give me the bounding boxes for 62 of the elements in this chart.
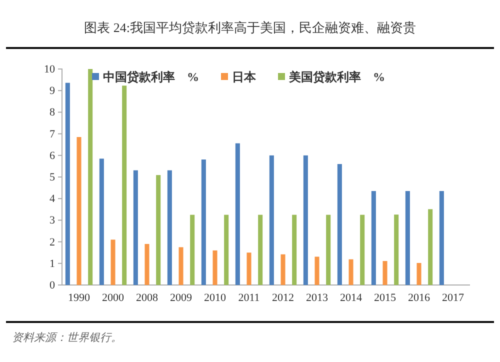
- x-tick-label: 2011: [238, 292, 260, 304]
- bar: [110, 240, 116, 285]
- bar: [122, 86, 127, 285]
- x-tick-label: 2013: [306, 292, 328, 304]
- bar: [246, 252, 252, 285]
- bar: [428, 209, 433, 285]
- y-tick-label: 0: [50, 280, 56, 292]
- bar: [212, 250, 218, 285]
- bar: [65, 82, 70, 285]
- x-tick-label: 1990: [68, 292, 90, 304]
- bar: [303, 155, 308, 285]
- bar: [382, 261, 388, 285]
- x-tick-label: 2014: [340, 292, 362, 304]
- x-tick-label: 2016: [408, 292, 430, 304]
- x-tick-label: 2012: [272, 292, 294, 304]
- y-tick-label: 8: [50, 106, 56, 119]
- y-tick-label: 7: [50, 128, 56, 140]
- bar: [99, 158, 104, 285]
- y-tick-label: 2: [50, 236, 55, 248]
- bar: [416, 262, 422, 285]
- chart-title: 图表 24:我国平均贷款利率高于美国，民企融资难、融资贵: [84, 20, 416, 35]
- bar: [167, 170, 172, 285]
- x-tick-label: 2000: [102, 292, 124, 304]
- text: 资料来源：世界银行。: [12, 331, 122, 344]
- bar: [314, 256, 320, 285]
- x-tick-label: 2015: [374, 292, 396, 304]
- y-tick-label: 5: [50, 172, 56, 184]
- bar: [348, 259, 354, 285]
- bar: [280, 254, 286, 285]
- y-tick-label: 6: [50, 150, 56, 162]
- bar: [360, 214, 365, 285]
- bar: [201, 160, 206, 285]
- y-tick-label: 4: [50, 193, 56, 206]
- bar: [394, 214, 399, 285]
- bar: [178, 247, 184, 285]
- bar: [133, 170, 138, 285]
- bar: [371, 191, 376, 285]
- y-tick-label: 10: [44, 64, 56, 76]
- legend-label: 美国贷款利率 %: [288, 70, 385, 84]
- x-tick-label: 2010: [204, 292, 226, 304]
- bar: [292, 214, 297, 285]
- bar: [235, 143, 240, 285]
- legend-label: 中国贷款利率 %: [103, 70, 199, 84]
- bar: [326, 214, 331, 285]
- bar: [439, 191, 444, 285]
- y-tick-label: 1: [50, 258, 55, 270]
- x-tick-label: 2008: [136, 292, 158, 304]
- legend-label: 日本: [232, 70, 257, 84]
- bar: [144, 244, 150, 285]
- bar: [190, 214, 195, 285]
- bar: [258, 214, 263, 285]
- bar: [88, 69, 93, 285]
- bar: [76, 137, 82, 285]
- x-tick-label: 2009: [170, 292, 192, 304]
- y-tick-label: 3: [50, 214, 56, 227]
- bar: [405, 191, 410, 285]
- bar: [337, 164, 342, 285]
- bar: [269, 155, 274, 285]
- bar: [224, 214, 229, 285]
- y-tick-label: 9: [50, 85, 56, 98]
- bar: [156, 175, 161, 285]
- x-tick-label: 2017: [442, 292, 464, 304]
